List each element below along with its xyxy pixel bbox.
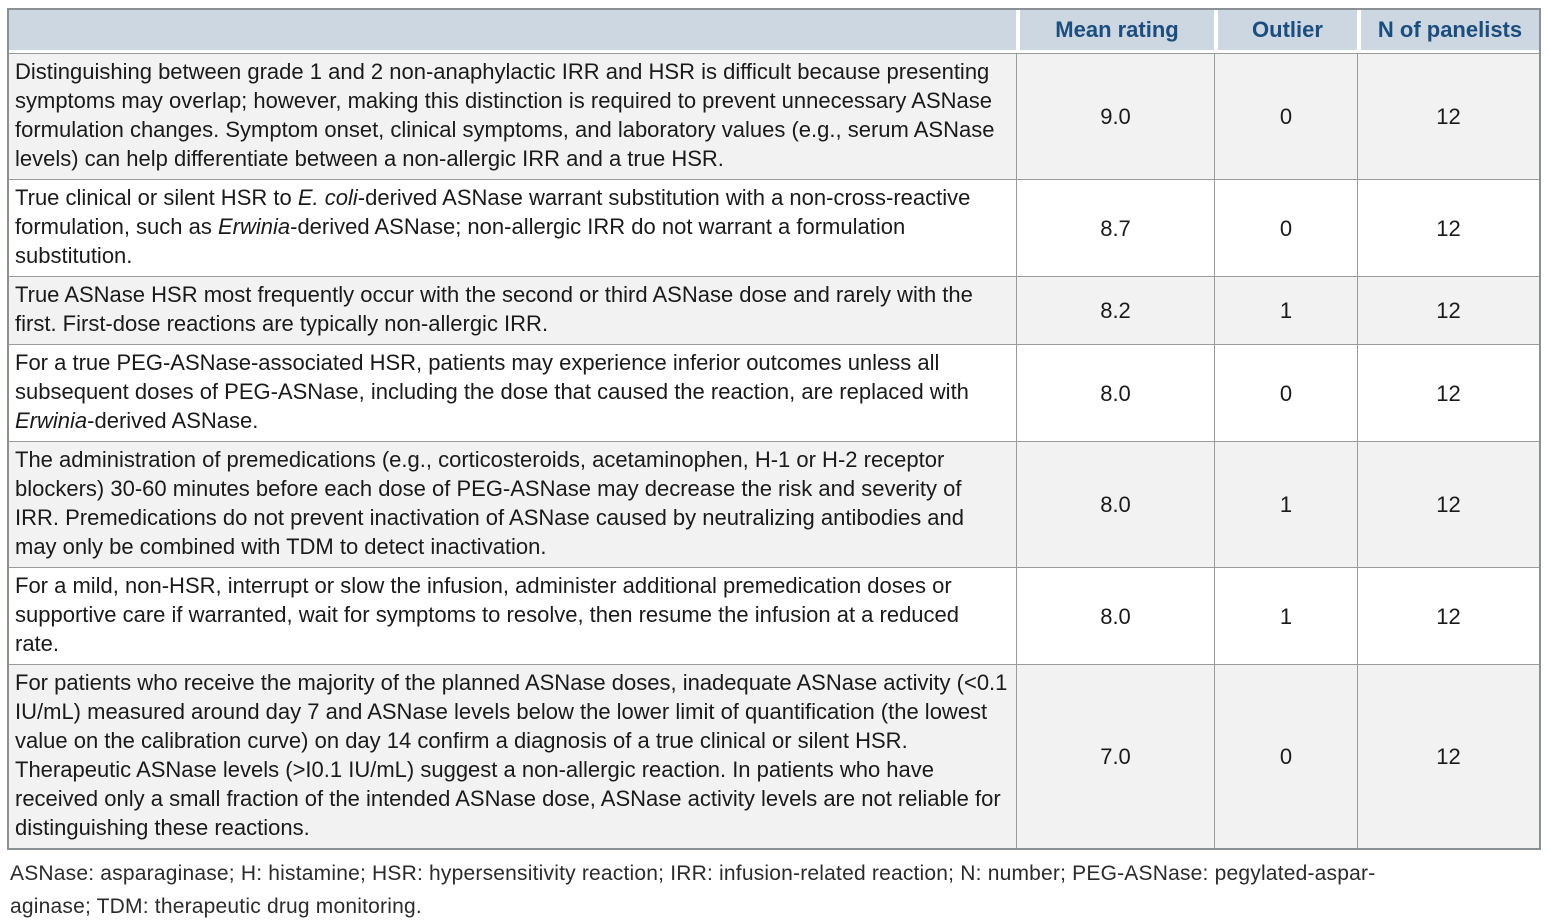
mean-rating-cell: 8.2 [1016,277,1214,344]
statement-cell: True ASNase HSR most frequently occur wi… [15,282,973,336]
mean-rating-cell: 8.0 [1016,345,1214,441]
outlier-cell: 1 [1214,442,1357,567]
panelists-cell: 12 [1357,180,1539,276]
panelists-cell: 12 [1357,568,1539,664]
outlier-cell: 0 [1214,665,1357,848]
header-statement-cell [9,10,1016,50]
consensus-statements-table: Mean rating Outlier N of panelists Disti… [7,8,1541,850]
panelists-cell: 12 [1357,665,1539,848]
mean-rating-cell: 7.0 [1016,665,1214,848]
panelists-cell: 12 [1357,442,1539,567]
statement-cell: True clinical or silent HSR to E. coli-d… [15,185,971,268]
table-header-row: Mean rating Outlier N of panelists [9,10,1539,50]
outlier-cell: 0 [1214,54,1357,179]
header-n-of-panelists: N of panelists [1357,10,1539,50]
table-row: True ASNase HSR most frequently occur wi… [9,276,1539,344]
statement-cell: The administration of premedications (e.… [15,447,965,559]
table-row: True clinical or silent HSR to E. coli-d… [9,179,1539,276]
outlier-cell: 0 [1214,180,1357,276]
table-row: The administration of premedications (e.… [9,441,1539,567]
header-outlier: Outlier [1214,10,1357,50]
mean-rating-cell: 8.0 [1016,442,1214,567]
table-row: Distinguishing between grade 1 and 2 non… [9,53,1539,179]
mean-rating-cell: 9.0 [1016,54,1214,179]
statement-cell: For a true PEG-ASNase-associated HSR, pa… [15,350,969,433]
statement-cell: Distinguishing between grade 1 and 2 non… [15,59,995,171]
panelists-cell: 12 [1357,345,1539,441]
mean-rating-cell: 8.0 [1016,568,1214,664]
outlier-cell: 1 [1214,277,1357,344]
mean-rating-cell: 8.7 [1016,180,1214,276]
statement-cell: For patients who receive the majority of… [15,670,1008,840]
panelists-cell: 12 [1357,277,1539,344]
table-body: Distinguishing between grade 1 and 2 non… [9,53,1539,848]
outlier-cell: 0 [1214,345,1357,441]
panelists-cell: 12 [1357,54,1539,179]
table-row: For a mild, non-HSR, interrupt or slow t… [9,567,1539,664]
statement-cell: For a mild, non-HSR, interrupt or slow t… [15,573,960,656]
table-row: For patients who receive the majority of… [9,664,1539,848]
outlier-cell: 1 [1214,568,1357,664]
abbreviations-footnote: ASNase: asparaginase; H: histamine; HSR:… [10,857,1542,923]
header-mean-rating: Mean rating [1016,10,1214,50]
table-row: For a true PEG-ASNase-associated HSR, pa… [9,344,1539,441]
footnote-line-2: aginase; TDM: therapeutic drug monitorin… [10,895,422,918]
footnote-line-1: ASNase: asparaginase; H: histamine; HSR:… [10,862,1376,885]
